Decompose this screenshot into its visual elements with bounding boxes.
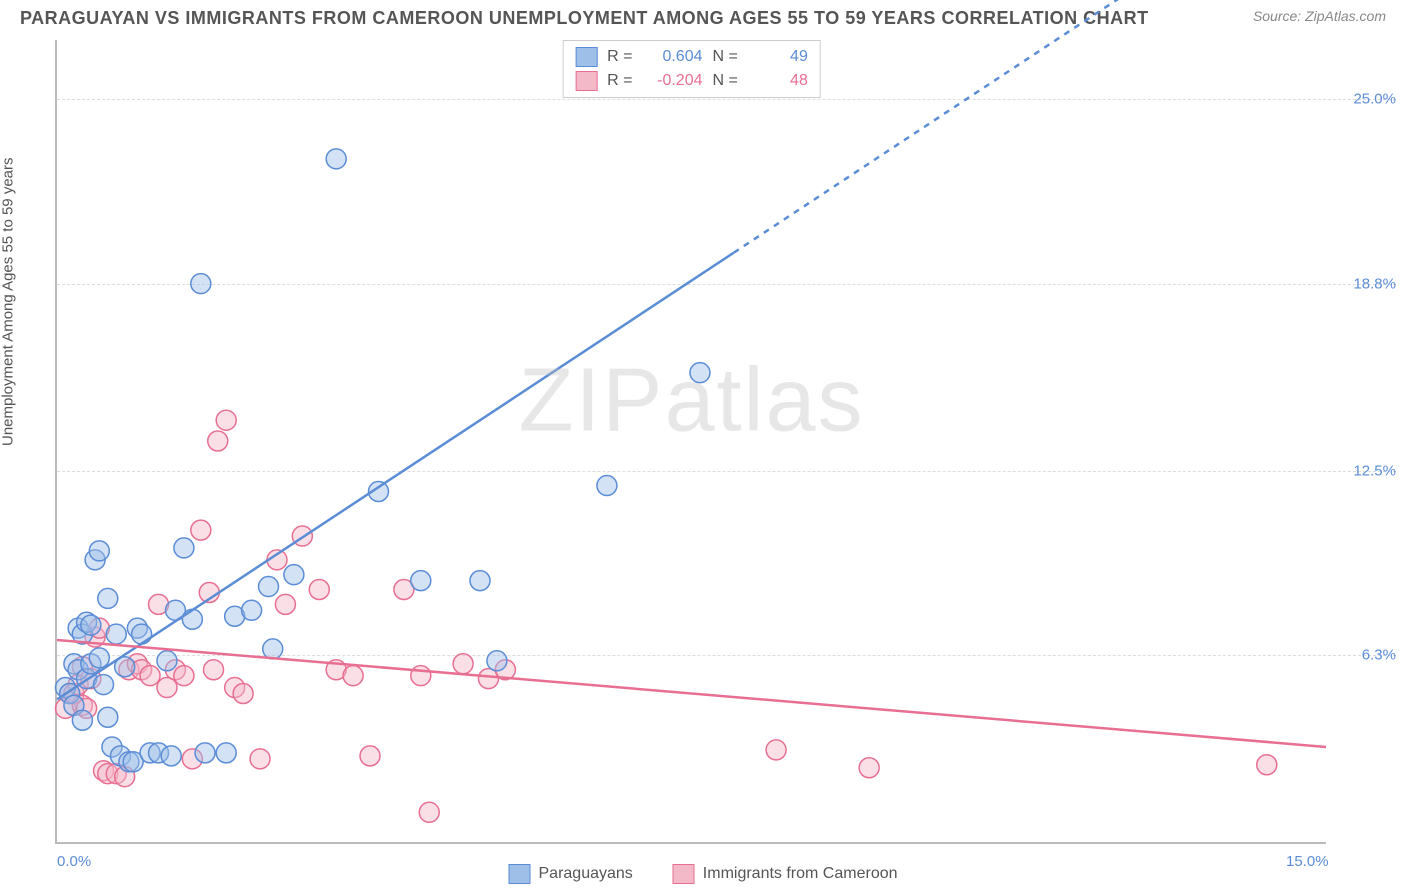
data-point bbox=[411, 666, 431, 686]
data-point bbox=[453, 654, 473, 674]
data-point bbox=[360, 746, 380, 766]
n-label: N = bbox=[713, 72, 738, 90]
source-label: Source: ZipAtlas.com bbox=[1253, 8, 1386, 24]
y-tick-label: 25.0% bbox=[1336, 91, 1396, 108]
legend-swatch-b bbox=[673, 864, 695, 884]
r-value-a: 0.604 bbox=[643, 48, 703, 66]
data-point bbox=[174, 666, 194, 686]
data-point bbox=[81, 615, 101, 635]
r-value-b: -0.204 bbox=[643, 72, 703, 90]
data-point bbox=[191, 520, 211, 540]
x-tick-label: 15.0% bbox=[1286, 853, 1329, 870]
data-point bbox=[216, 410, 236, 430]
data-point bbox=[766, 740, 786, 760]
data-point bbox=[419, 802, 439, 822]
y-tick-label: 6.3% bbox=[1336, 646, 1396, 663]
stats-legend: R = 0.604 N = 49 R = -0.204 N = 48 bbox=[562, 40, 821, 98]
data-point bbox=[597, 476, 617, 496]
y-tick-label: 18.8% bbox=[1336, 275, 1396, 292]
stats-row-a: R = 0.604 N = 49 bbox=[575, 45, 808, 69]
data-point bbox=[470, 571, 490, 591]
swatch-a bbox=[575, 47, 597, 67]
x-tick-label: 0.0% bbox=[57, 853, 91, 870]
data-point bbox=[309, 580, 329, 600]
data-point bbox=[284, 565, 304, 585]
data-point bbox=[208, 431, 228, 451]
trend-line bbox=[734, 0, 1326, 253]
data-point bbox=[859, 758, 879, 778]
legend-label-a: Paraguayans bbox=[538, 865, 632, 883]
data-point bbox=[72, 710, 92, 730]
chart-area: R = 0.604 N = 49 R = -0.204 N = 48 ZIPat… bbox=[55, 40, 1326, 844]
bottom-legend: Paraguayans Immigrants from Cameroon bbox=[508, 864, 897, 884]
data-point bbox=[98, 707, 118, 727]
data-point bbox=[690, 363, 710, 383]
data-point bbox=[242, 600, 262, 620]
data-point bbox=[191, 274, 211, 294]
legend-item-a: Paraguayans bbox=[508, 864, 632, 884]
data-point bbox=[259, 577, 279, 597]
data-point bbox=[326, 149, 346, 169]
data-point bbox=[250, 749, 270, 769]
data-point bbox=[174, 538, 194, 558]
data-point bbox=[89, 541, 109, 561]
r-label: R = bbox=[607, 72, 632, 90]
stats-row-b: R = -0.204 N = 48 bbox=[575, 69, 808, 93]
chart-title: PARAGUAYAN VS IMMIGRANTS FROM CAMEROON U… bbox=[20, 8, 1149, 29]
data-point bbox=[263, 639, 283, 659]
swatch-b bbox=[575, 71, 597, 91]
data-point bbox=[106, 624, 126, 644]
data-point bbox=[204, 660, 224, 680]
data-point bbox=[275, 594, 295, 614]
data-point bbox=[94, 675, 114, 695]
data-point bbox=[140, 666, 160, 686]
data-point bbox=[182, 609, 202, 629]
legend-swatch-a bbox=[508, 864, 530, 884]
data-point bbox=[161, 746, 181, 766]
data-point bbox=[343, 666, 363, 686]
n-label: N = bbox=[713, 48, 738, 66]
y-tick-label: 12.5% bbox=[1336, 462, 1396, 479]
trend-line bbox=[57, 253, 734, 700]
legend-item-b: Immigrants from Cameroon bbox=[673, 864, 898, 884]
data-point bbox=[411, 571, 431, 591]
data-point bbox=[1257, 755, 1277, 775]
data-point bbox=[89, 648, 109, 668]
data-point bbox=[157, 678, 177, 698]
n-value-b: 48 bbox=[748, 72, 808, 90]
data-point bbox=[98, 588, 118, 608]
data-point bbox=[195, 743, 215, 763]
legend-label-b: Immigrants from Cameroon bbox=[703, 865, 898, 883]
data-point bbox=[233, 683, 253, 703]
data-point bbox=[132, 624, 152, 644]
data-point bbox=[487, 651, 507, 671]
scatter-plot bbox=[57, 40, 1326, 842]
data-point bbox=[157, 651, 177, 671]
n-value-a: 49 bbox=[748, 48, 808, 66]
y-axis-label: Unemployment Among Ages 55 to 59 years bbox=[0, 157, 17, 446]
r-label: R = bbox=[607, 48, 632, 66]
data-point bbox=[216, 743, 236, 763]
